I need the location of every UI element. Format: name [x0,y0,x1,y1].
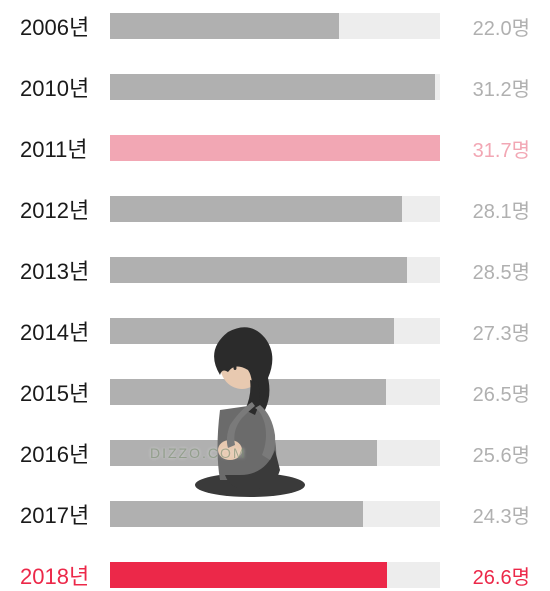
bar-track [110,257,440,283]
value-unit: 명 [512,323,530,345]
bar-fill [110,257,407,283]
bar-track [110,562,440,588]
value-number: 22.0 [473,18,512,40]
value-unit: 명 [512,506,530,528]
bar-fill [110,13,339,39]
bar-row: 2011년 31.7명 [20,132,530,164]
bar-chart: 2006년22.0명2010년31.2명2011년31.7명2012년28.1명… [20,10,530,591]
value-number: 26.5 [473,384,512,406]
value-label: 26.5명 [450,378,530,407]
value-unit: 명 [512,140,530,162]
bar-fill [110,74,435,100]
year-label: 2013년 [20,254,100,286]
value-unit: 명 [512,18,530,40]
bar-track [110,196,440,222]
bar-fill [110,562,387,588]
value-unit: 명 [512,262,530,284]
value-label: 25.6명 [450,439,530,468]
value-number: 31.7 [473,140,512,162]
bar-row: 2006년 22.0명 [20,10,530,42]
value-label: 26.6명 [450,561,530,590]
bar-row: 2013년 28.5명 [20,254,530,286]
year-label: 2017년 [20,498,100,530]
year-label: 2012년 [20,193,100,225]
value-label: 28.1명 [450,195,530,224]
value-label: 24.3명 [450,500,530,529]
year-label: 2014년 [20,315,100,347]
bar-track [110,135,440,161]
bar-fill [110,135,440,161]
bar-track [110,74,440,100]
value-number: 24.3 [473,506,512,528]
bar-row: 2018년 26.6명 [20,559,530,591]
value-number: 26.6 [473,567,512,589]
bar-track [110,501,440,527]
value-unit: 명 [512,79,530,101]
person-illustration [180,320,320,500]
year-label: 2006년 [20,10,100,42]
bar-track [110,13,440,39]
value-label: 28.5명 [450,256,530,285]
year-label: 2015년 [20,376,100,408]
year-label: 2011년 [20,132,100,164]
bar-row: 2017년 24.3명 [20,498,530,530]
year-label: 2016년 [20,437,100,469]
value-unit: 명 [512,445,530,467]
value-unit: 명 [512,384,530,406]
value-number: 31.2 [473,79,512,101]
value-label: 31.2명 [450,73,530,102]
value-label: 22.0명 [450,12,530,41]
watermark-text: DIZZO.COM [150,445,247,461]
value-number: 28.5 [473,262,512,284]
value-number: 25.6 [473,445,512,467]
value-label: 31.7명 [450,134,530,163]
value-number: 28.1 [473,201,512,223]
value-unit: 명 [512,201,530,223]
value-label: 27.3명 [450,317,530,346]
bar-fill [110,501,363,527]
bar-row: 2012년 28.1명 [20,193,530,225]
bar-fill [110,196,402,222]
year-label: 2010년 [20,71,100,103]
value-unit: 명 [512,567,530,589]
value-number: 27.3 [473,323,512,345]
year-label: 2018년 [20,559,100,591]
bar-row: 2010년 31.2명 [20,71,530,103]
